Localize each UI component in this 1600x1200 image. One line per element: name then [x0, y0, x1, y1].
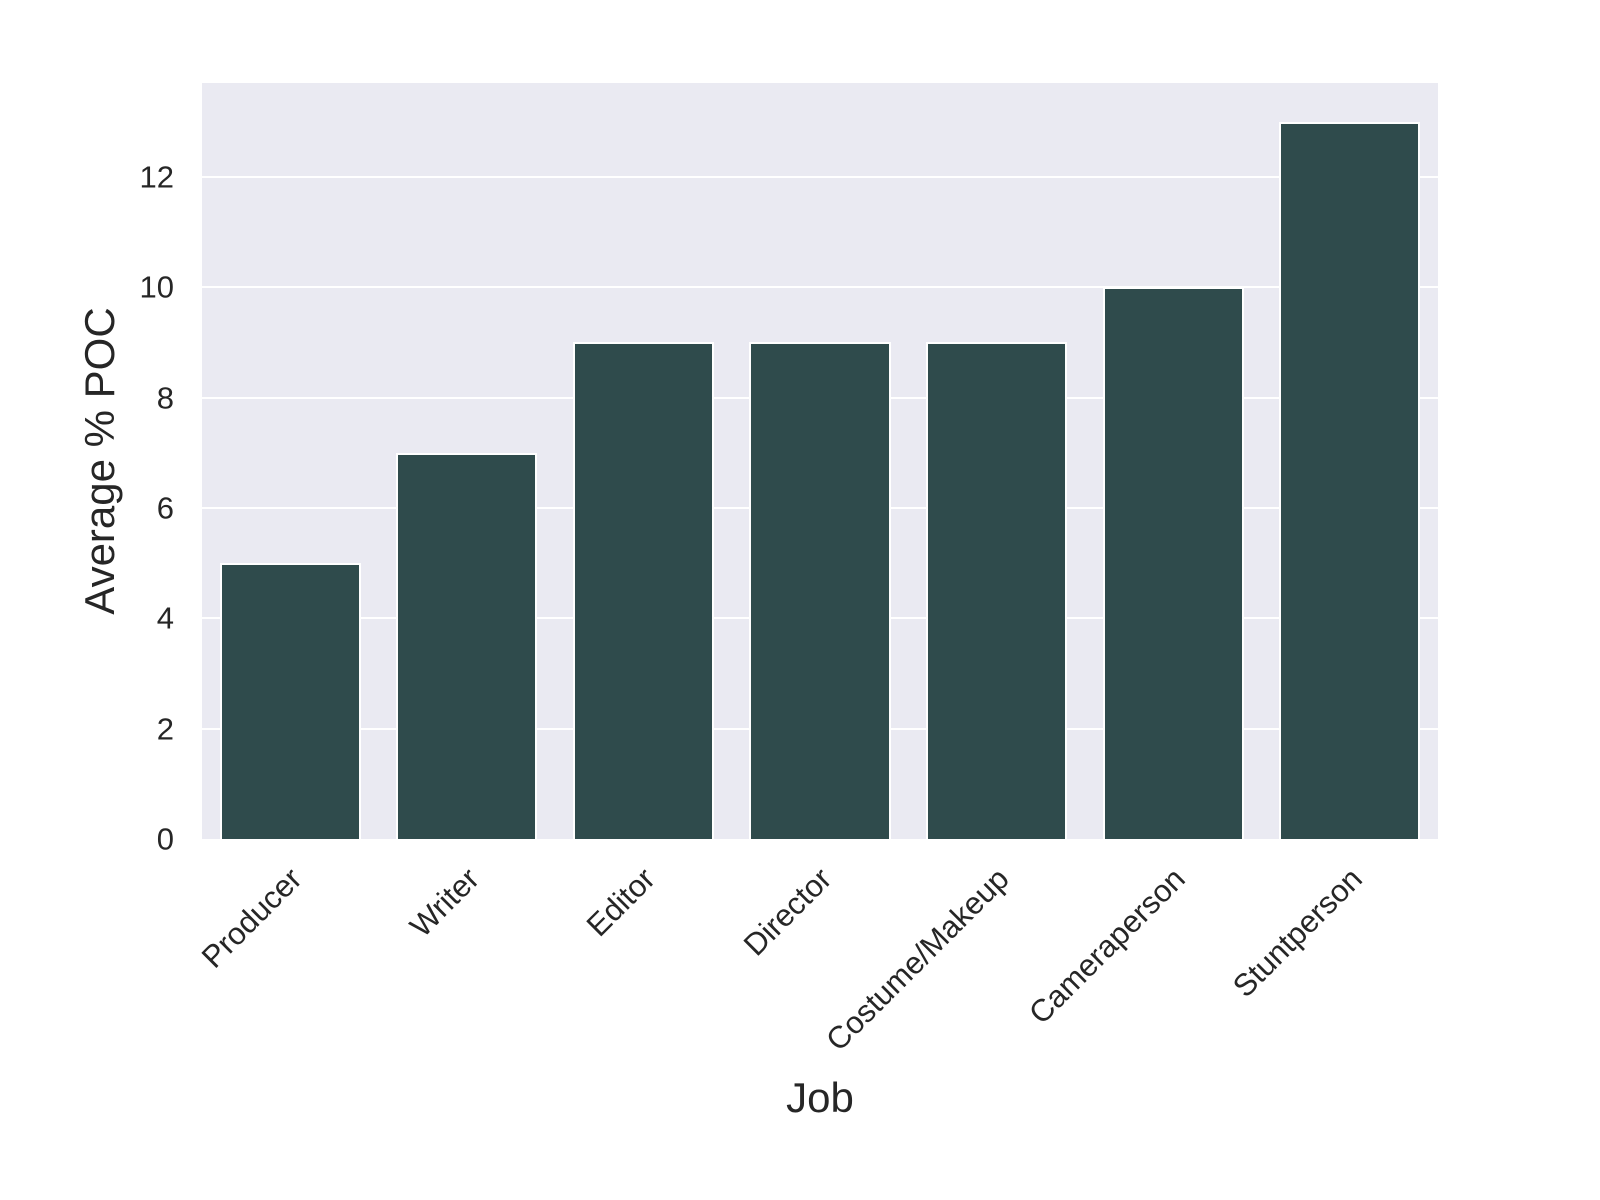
x-tick-label: Editor	[580, 861, 663, 944]
bar-stuntperson	[1279, 121, 1421, 839]
x-tick-label: Stuntperson	[1225, 861, 1369, 1004]
y-tick-label: 6	[156, 490, 174, 526]
bar-producer	[219, 563, 361, 839]
x-tick-label: Producer	[195, 861, 310, 975]
x-tick-label: Costume/Makeup	[818, 861, 1016, 1058]
y-tick-label: 4	[156, 600, 174, 636]
bar-director	[749, 342, 891, 839]
y-tick-label: 12	[139, 159, 174, 195]
bar-cameraperson	[1102, 287, 1244, 839]
y-axis-label: Average % POC	[76, 307, 123, 615]
y-tick-label: 8	[156, 380, 174, 416]
x-tick-label: Writer	[402, 861, 486, 944]
y-tick-label: 0	[156, 821, 174, 857]
bar-costume-makeup	[925, 342, 1068, 839]
x-tick-label: Cameraperson	[1022, 861, 1192, 1031]
y-tick-label: 2	[156, 711, 174, 747]
plot-area	[202, 83, 1438, 839]
gridline	[202, 175, 1438, 178]
bar-writer	[396, 452, 538, 839]
x-axis-label: Job	[786, 1074, 854, 1121]
gridline	[202, 286, 1438, 289]
bar-editor	[572, 342, 715, 839]
x-tick-label: Director	[737, 861, 839, 963]
y-tick-label: 10	[139, 269, 174, 305]
